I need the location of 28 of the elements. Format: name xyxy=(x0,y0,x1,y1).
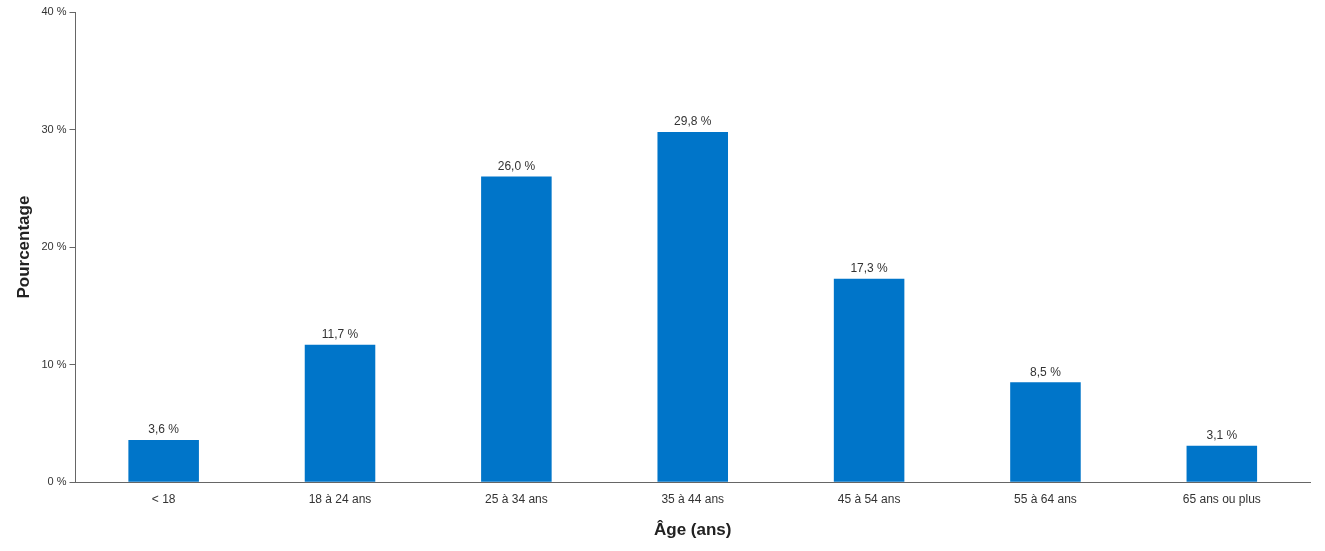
data-label: 29,8 % xyxy=(674,114,712,129)
x-tick-label: 35 à 44 ans xyxy=(661,491,725,506)
x-axis-title: Âge (ans) xyxy=(654,520,732,540)
x-tick-label: 55 à 64 ans xyxy=(1014,491,1077,506)
x-tick-label: < 18 xyxy=(151,491,176,506)
bar xyxy=(657,131,729,482)
y-axis-title: Pourcentage xyxy=(13,195,33,299)
data-label: 17,3 % xyxy=(850,261,889,276)
bar xyxy=(128,439,199,482)
data-label: 26,0 % xyxy=(497,158,536,173)
bar xyxy=(304,344,376,482)
bar xyxy=(833,278,905,482)
y-tick-label: 20 % xyxy=(41,240,67,253)
bar xyxy=(481,176,552,482)
y-tick-label: 40 % xyxy=(41,5,67,18)
y-tick-label: 30 % xyxy=(41,122,67,135)
bar xyxy=(1010,382,1081,482)
data-label: 8,5 % xyxy=(1030,364,1062,379)
x-tick-label: 45 à 54 ans xyxy=(837,491,901,506)
data-label: 3,6 % xyxy=(148,422,180,437)
bar xyxy=(1186,445,1258,482)
x-tick-label: 18 à 24 ans xyxy=(308,491,372,506)
x-tick-label: 65 ans ou plus xyxy=(1182,491,1261,506)
data-label: 11,7 % xyxy=(321,326,359,341)
x-tick-label: 25 à 34 ans xyxy=(485,491,548,506)
y-tick-label: 0 % xyxy=(47,475,67,488)
y-tick-label: 10 % xyxy=(41,357,67,370)
data-label: 3,1 % xyxy=(1206,428,1238,443)
